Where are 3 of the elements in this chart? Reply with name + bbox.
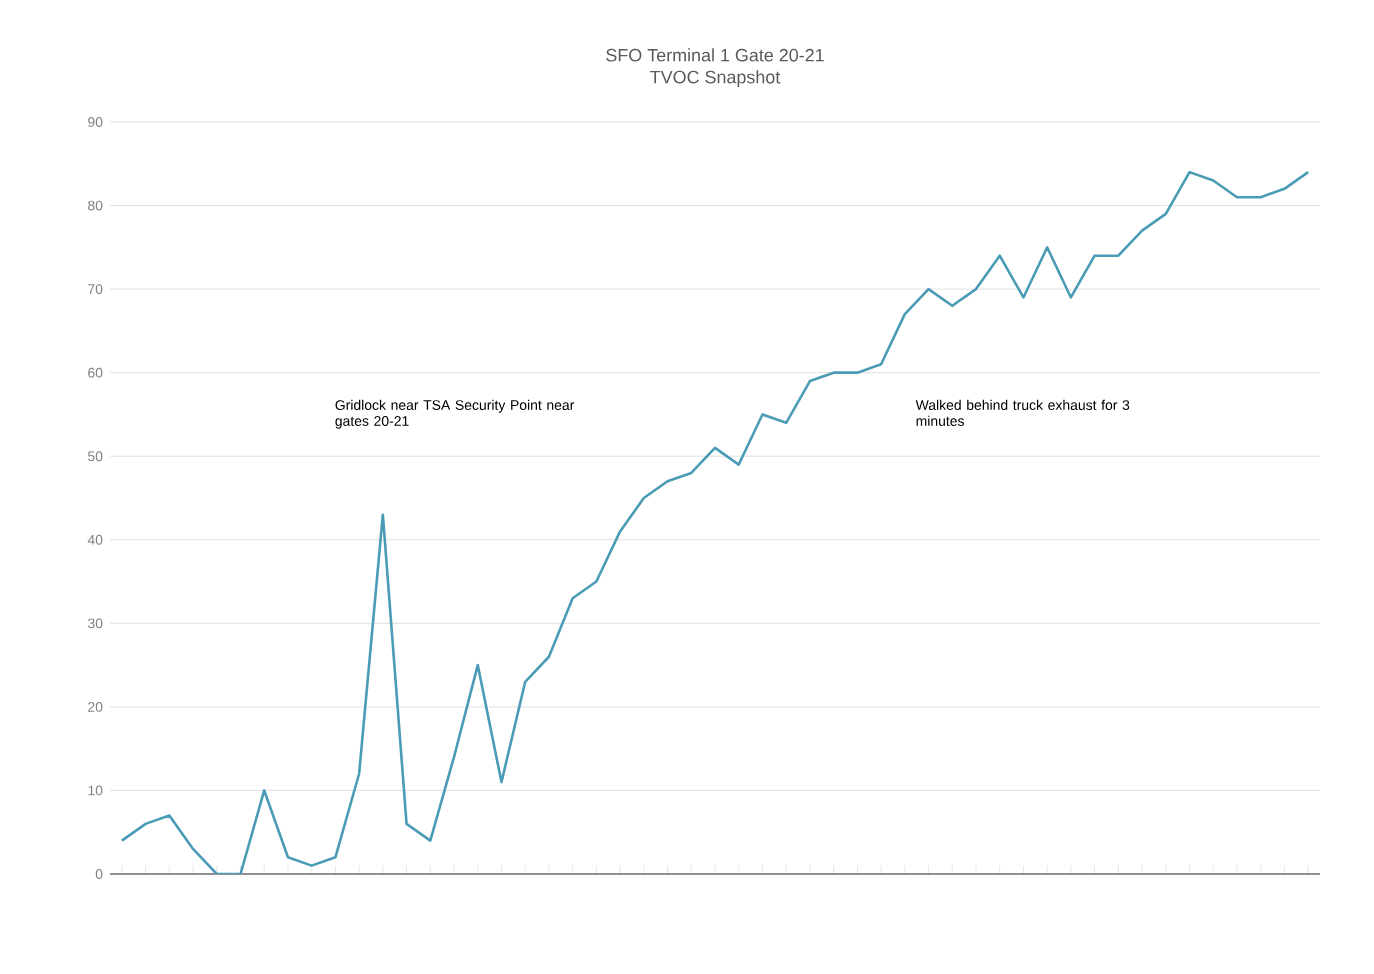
line-series	[120, 170, 1310, 874]
chart-title: SFO Terminal 1 Gate 20-21	[606, 48, 824, 62]
chart-subtitle: TVOC Snapshot	[650, 70, 781, 87]
